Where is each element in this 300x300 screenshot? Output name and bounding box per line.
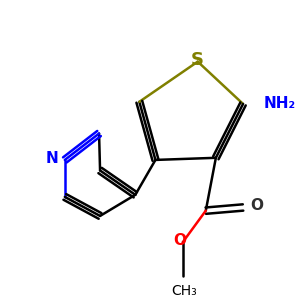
Text: N: N [46, 151, 59, 166]
Text: S: S [191, 51, 204, 69]
Text: O: O [250, 198, 264, 213]
Text: NH₂: NH₂ [263, 96, 295, 111]
Text: CH₃: CH₃ [171, 284, 197, 298]
Text: O: O [173, 233, 186, 248]
